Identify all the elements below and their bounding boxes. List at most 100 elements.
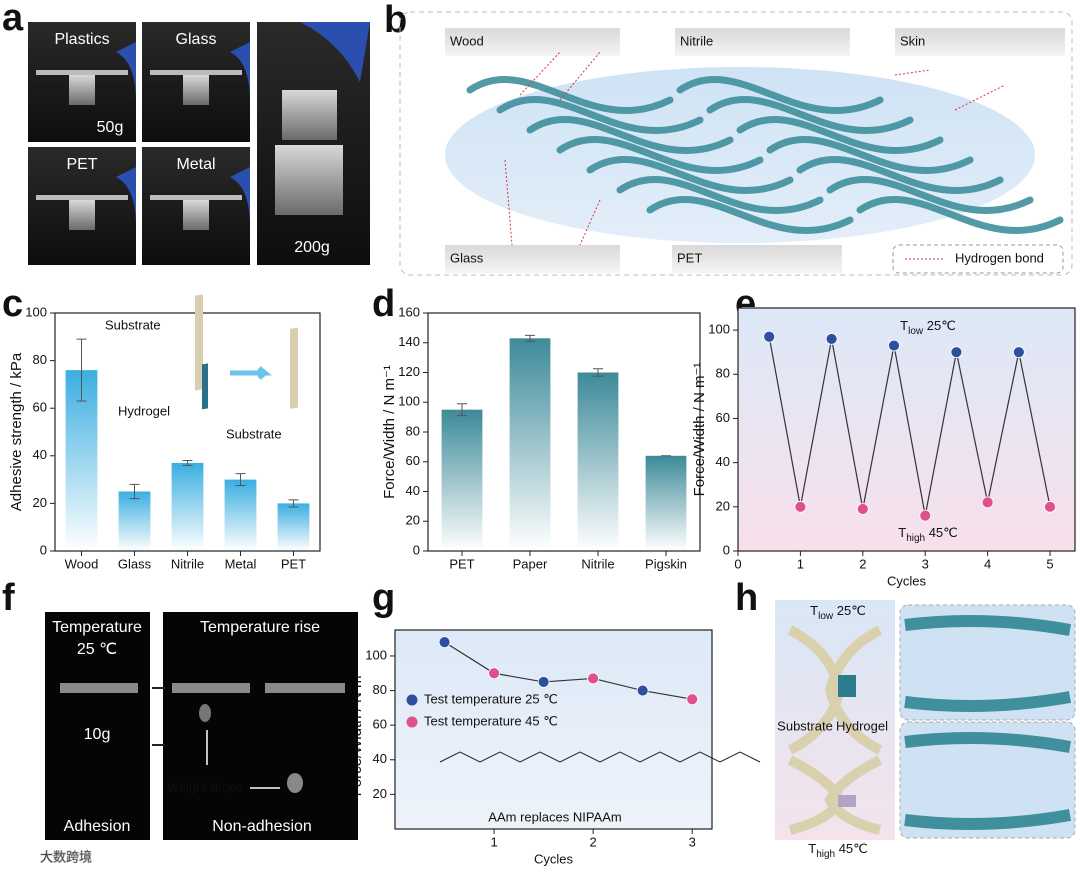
hydrogel [838,675,856,697]
label-rest: 45℃ [835,841,868,856]
y-tick-label: 80 [406,423,420,438]
glove [116,167,136,227]
x-tick-label: Wood [65,556,99,571]
x-tick-label: PET [281,556,306,571]
device [265,683,345,693]
photo [163,612,358,840]
legend-label: Test temperature 25 ℃ [424,691,558,706]
polymer-chain [826,176,1034,214]
y-tick-label: 40 [33,447,47,462]
hydrogen-bond [579,199,601,246]
weight [287,773,303,793]
substrate-label: Wood [450,33,484,48]
y-tick-label: 100 [25,304,47,319]
device [60,683,138,693]
error-bar [129,483,140,500]
substrate-box [672,245,842,273]
panel-letter: c [2,283,23,325]
weight-label: 200g [294,239,330,256]
polymer-chain [766,136,974,174]
hydrogen-bond [894,69,931,76]
substrate-label: PET [677,250,702,265]
y-tick-label: 0 [40,542,47,557]
y-tick-label: 20 [406,513,420,528]
x-tick-label: PET [449,556,474,571]
polymer-chain [466,76,674,114]
label-rest: 45℃ [925,525,958,540]
inset-substrate [290,327,298,409]
plot-background [395,630,712,829]
error-bar [525,334,535,342]
bar [171,462,204,551]
x-tick-label: Glass [118,556,152,571]
chain [904,615,1072,636]
legend-marker [406,716,418,728]
bar [509,338,551,551]
data-point [950,346,963,359]
polymer-chain [526,116,734,154]
substrate-label: Skin [900,33,925,48]
photo [45,612,150,840]
label-sub: low [818,611,834,622]
chart-annotation: AAm replaces NIPAAm [488,809,621,824]
data-point [763,330,776,343]
plot-frame [737,307,1076,552]
data-point [537,676,550,688]
panel-letter: d [372,283,395,325]
schematic-label: Hydrogel [836,718,888,733]
weight [69,200,95,230]
substrate-label: Glass [450,250,484,265]
photo-label: Metal [176,156,215,173]
y-tick-label: 0 [413,542,420,557]
x-tick-label: Metal [225,556,257,571]
polymer-chain [496,96,704,134]
legend-label: Test temperature 45 ℃ [424,713,558,728]
panel-letter: g [372,577,395,619]
substrate-box [675,28,850,56]
y-tick-label: 80 [33,352,47,367]
y-tick-label: 60 [373,717,387,732]
hydrogen-bond [954,84,1006,111]
photo-label: Glass [176,31,217,48]
x-tick-label: 1 [797,556,804,571]
label-rest: 25℃ [923,318,956,333]
label-base: T [898,525,906,540]
y-axis-label: Force/Width / N m⁻¹ [381,365,398,499]
weight-label: 50g [97,119,124,136]
y-tick-label: 0 [723,542,730,557]
glove [230,42,250,102]
x-tick-label: Nitrile [581,556,614,571]
glove [230,167,250,227]
x-tick-label: Pigskin [645,556,687,571]
inset-substrate [195,294,203,391]
subscript-label: Tlow 25℃ [810,603,866,621]
subscript-label: Thigh 45℃ [898,525,958,543]
polymer-chain [586,156,794,194]
photo-label: PET [66,156,97,173]
panel-letter: a [2,0,24,39]
bar [118,491,151,551]
y-tick-label: 20 [33,495,47,510]
data-point [888,339,900,352]
x-tick-label: 2 [859,556,866,571]
y-axis-label: Force/Width / N m⁻¹ [691,363,708,497]
y-tick-label: 100 [365,647,387,662]
error-bar [457,403,467,417]
watermark: 大数跨境 [40,849,92,864]
error-bar [76,338,87,402]
polymer-chain [796,156,1004,194]
substrate-sheet [150,70,242,75]
bar [224,479,257,551]
y-tick-label: 80 [716,366,730,381]
y-tick-label: 40 [373,751,387,766]
frame [399,11,1073,276]
polymer-chain [616,176,824,214]
bar [441,409,483,551]
polymer-chain [856,196,1064,234]
polymer-chain [736,116,944,154]
legend-box [892,244,1064,274]
device [172,683,250,693]
label-base: T [808,841,816,856]
photo-label: Plastics [54,31,109,48]
weight [183,75,209,105]
